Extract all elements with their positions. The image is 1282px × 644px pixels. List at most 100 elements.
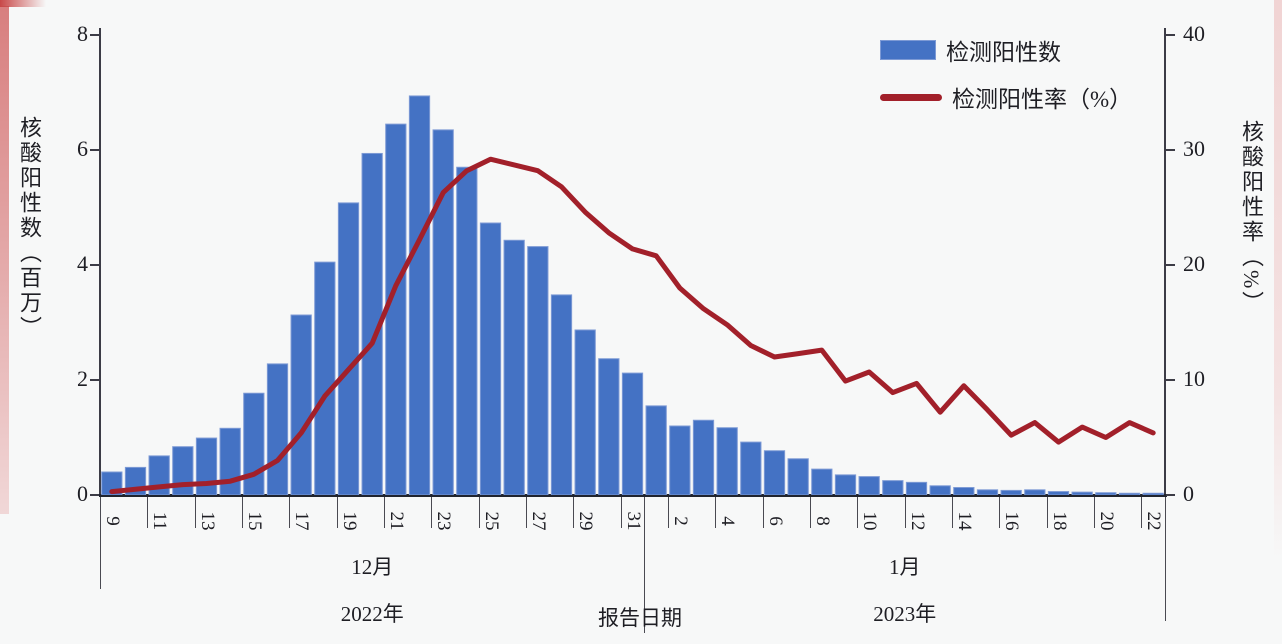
date-tick-1-16 [999,497,1001,528]
bar-day-41 [1047,491,1070,495]
left-axis-tick-8: 8 [77,21,88,46]
date-tick-0-25 [478,497,480,528]
date-label-1-8: 8 [811,516,833,526]
legend-line-swatch [880,93,942,101]
left-axis-tick-6: 6 [77,136,88,161]
bar-day-37 [953,487,975,495]
bar-day-23 [621,372,644,495]
bar-day-17 [479,222,502,495]
bar-day-42 [1071,491,1093,495]
date-label-1-16: 16 [1001,511,1023,531]
bar-day-13 [385,123,407,495]
left-axis-tickmark-6 [90,149,99,151]
date-tick-0-13 [194,497,196,528]
month-divider-line [644,497,646,633]
bar-day-11 [337,202,360,495]
date-tick-0-27 [526,497,527,528]
bar-day-20 [550,294,573,495]
bar-day-29 [763,450,786,495]
bar-day-44 [1118,492,1141,495]
date-tick-1-8 [810,497,811,528]
plot-area [101,95,1164,495]
bar-day-26 [692,419,715,495]
date-label-1-14: 14 [953,511,975,531]
legend: 检测阳性数 检测阳性率（%） [880,33,1132,114]
legend-line-label: 检测阳性率（%） [952,87,1133,112]
date-tick-1-20 [1094,497,1095,528]
bar-day-15 [432,129,454,495]
bar-day-36 [929,485,951,495]
bar-day-38 [976,489,999,495]
date-tick-0-17 [289,497,291,528]
bar-day-43 [1095,492,1117,495]
date-label-0-31: 31 [622,511,644,531]
left-axis-title: 核酸阳性数（百万） [17,116,42,341]
right-axis-tick-40: 40 [1183,21,1205,46]
date-tick-0-11 [147,497,149,528]
date-label-0-29: 29 [575,511,597,531]
date-label-0-25: 25 [480,511,502,531]
bar-day-19 [527,246,549,495]
bar-day-30 [787,458,809,495]
date-tick-0-29 [573,497,575,528]
legend-bar-label: 检测阳性数 [946,40,1061,65]
date-tick-1-18 [1046,497,1048,528]
left-edge-red-strip [0,6,9,514]
date-tick-0-31 [620,497,622,528]
date-tick-1-12 [904,497,906,528]
bar-day-31 [811,468,833,495]
right-axis-tick-0: 0 [1183,481,1194,506]
bar-day-24 [645,405,667,495]
x-axis-line [99,494,1167,497]
date-label-1-4: 4 [717,516,739,526]
date-tick-0-21 [384,497,385,528]
right-axis-tick-20: 20 [1183,251,1205,276]
right-axis-tick-30: 30 [1183,136,1205,161]
bar-day-33 [858,476,880,495]
date-label-0-23: 23 [433,511,455,531]
legend-item-positive-rate: 检测阳性率（%） [880,80,1132,114]
bar-day-21 [574,329,596,495]
left-axis-tickmark-0 [90,494,99,496]
bar-day-14 [408,95,431,495]
month-label-0: 12月 [351,555,394,579]
left-axis-tick-4: 4 [77,251,88,276]
date-tick-1-6 [762,497,764,528]
bar-day-35 [905,481,928,495]
date-label-1-10: 10 [859,511,881,531]
date-label-0-27: 27 [527,511,549,531]
month-label-1: 1月 [888,555,921,579]
date-label-1-18: 18 [1048,511,1070,531]
positive-rate-line [109,156,1156,495]
date-label-1-12: 12 [906,511,928,531]
left-axis-tick-0: 0 [77,481,88,506]
bar-day-18 [503,239,525,495]
date-tick-1-14 [952,497,953,528]
date-tick-1-10 [857,497,859,528]
year-label-0: 2022年 [340,602,404,626]
bar-day-39 [1000,489,1022,495]
bar-day-10 [314,261,336,495]
bar-day-27 [716,427,738,495]
axis-boundary-left [100,497,101,589]
date-label-1-22: 22 [1143,511,1165,531]
bar-day-7 [243,392,265,495]
legend-item-positive-count: 检测阳性数 [880,33,1132,67]
right-axis-tick-10: 10 [1183,366,1205,391]
left-y-axis-line [99,28,101,495]
bar-day-22 [598,358,620,495]
axis-boundary-right [1165,497,1166,621]
right-axis-tickmark-40 [1166,34,1175,36]
bar-day-34 [882,480,904,495]
date-label-0-15: 15 [243,511,265,531]
bar-day-16 [456,166,478,495]
year-label-1: 2023年 [873,602,937,626]
right-axis-tickmark-10 [1166,379,1175,381]
bar-day-5 [195,437,218,495]
top-left-red-streak [0,0,46,7]
left-axis-tickmark-4 [90,264,99,266]
bar-day-9 [290,314,312,495]
right-y-axis-line [1164,28,1166,495]
date-label-1-20: 20 [1095,511,1117,531]
